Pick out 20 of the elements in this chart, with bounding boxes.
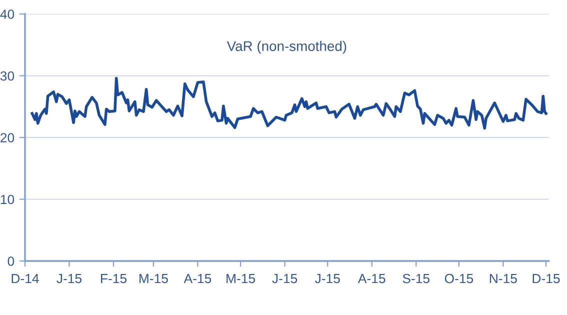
y-tick-label: 40	[0, 10, 14, 19]
x-tick-label: J-15	[56, 274, 82, 284]
x-tick-label: M-15	[226, 274, 256, 284]
x-tick-label: S-15	[402, 274, 430, 284]
x-tick-label: D-15	[532, 274, 560, 284]
y-tick-label: 10	[0, 194, 14, 204]
text: VaR (non-smothed)	[226, 40, 346, 54]
y-tick-label: 20	[0, 133, 14, 142]
y-tick-label: 30	[0, 71, 14, 81]
x-tick-label: M-15	[140, 274, 168, 284]
x-tick-label: A-15	[184, 274, 212, 284]
line-series	[30, 76, 548, 130]
x-tick-label: D-14	[12, 274, 39, 284]
x-tick-label: N-15	[490, 274, 517, 284]
x-tick-label: F-15	[101, 274, 127, 284]
y-tick-label: 0	[8, 256, 14, 266]
x-tick-label: A-15	[358, 274, 386, 284]
x-tick-label: O-15	[444, 274, 474, 284]
x-tick-label: J-15	[314, 274, 340, 284]
x-tick-label: J-15	[272, 274, 298, 284]
